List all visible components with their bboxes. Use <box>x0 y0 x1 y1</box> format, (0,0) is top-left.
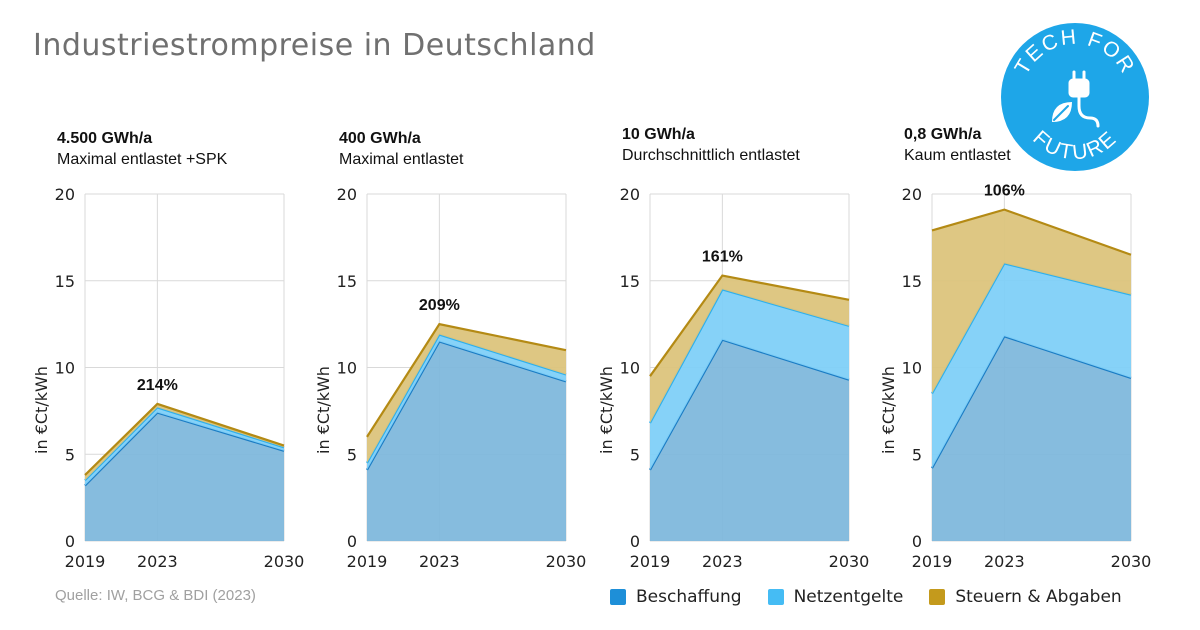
legend-swatch-beschaffung <box>610 589 626 605</box>
legend-item-steuern: Steuern & Abgaben <box>929 587 1122 607</box>
y-tick-label: 20 <box>620 185 640 204</box>
area-beschaffung <box>85 412 284 541</box>
y-axis-label: in €Ct/kWh <box>314 366 333 454</box>
y-tick-label: 20 <box>337 185 357 204</box>
y-tick-label: 10 <box>902 359 922 378</box>
x-tick-label: 2030 <box>829 552 870 571</box>
legend-label-netzentgelte: Netzentgelte <box>793 587 904 607</box>
x-tick-label: 2019 <box>65 552 106 571</box>
area-netzentgelte <box>932 263 1131 469</box>
legend-swatch-steuern <box>929 589 946 605</box>
panel-header: 400 GWh/a Maximal entlastet <box>339 128 464 170</box>
y-tick-label: 0 <box>912 532 922 551</box>
panel-header-value: 0,8 GWh/a <box>904 126 982 143</box>
annotation-label: 209% <box>419 297 460 314</box>
x-tick-label: 2023 <box>702 552 743 571</box>
y-tick-label: 20 <box>902 185 922 204</box>
x-tick-label: 2030 <box>546 552 587 571</box>
area-steuern-abgaben <box>932 209 1131 394</box>
y-tick-label: 15 <box>902 272 922 291</box>
panel-header-value: 10 GWh/a <box>622 126 695 143</box>
y-tick-label: 0 <box>347 532 357 551</box>
x-tick-label: 2030 <box>264 552 305 571</box>
line-steuern-abgaben <box>931 208 1132 256</box>
panel-header-value: 400 GWh/a <box>339 130 421 147</box>
y-tick-label: 15 <box>337 272 357 291</box>
y-tick-label: 15 <box>55 272 75 291</box>
area-beschaffung <box>367 341 566 541</box>
y-tick-label: 10 <box>337 359 357 378</box>
legend-item-netzentgelte: Netzentgelte <box>767 587 904 607</box>
y-axis-label: in €Ct/kWh <box>597 366 616 454</box>
x-tick-label: 2019 <box>347 552 388 571</box>
panel-header-value: 4.500 GWh/a <box>57 130 153 147</box>
y-tick-label: 15 <box>620 272 640 291</box>
source-note: Quelle: IW, BCG & BDI (2023) <box>55 587 256 604</box>
y-tick-label: 10 <box>620 359 640 378</box>
line-steuern-abgaben <box>649 274 850 377</box>
y-axis-label: in €Ct/kWh <box>32 366 51 454</box>
line-steuern-abgaben <box>84 402 285 476</box>
area-steuern-abgaben <box>650 275 849 424</box>
legend-label-steuern: Steuern & Abgaben <box>955 587 1122 607</box>
legend-item-beschaffung: Beschaffung <box>610 587 742 607</box>
area-beschaffung <box>650 339 849 541</box>
page-title: Industriestrompreise in Deutschland <box>33 28 596 63</box>
area-netzentgelte <box>650 289 849 470</box>
x-tick-label: 2019 <box>630 552 671 571</box>
tech-for-future-logo: TECH FOR FUTURE <box>1001 23 1149 171</box>
y-tick-label: 20 <box>55 185 75 204</box>
area-beschaffung <box>932 336 1131 541</box>
legend-swatch-netzentgelte <box>767 589 784 605</box>
line-steuern-abgaben <box>366 322 567 438</box>
panel-header: 4.500 GWh/a Maximal entlastet +SPK <box>57 128 227 170</box>
y-tick-label: 0 <box>630 532 640 551</box>
panel-header: 0,8 GWh/a Kaum entlastet <box>904 124 1011 166</box>
panel-header-label: Maximal entlastet +SPK <box>57 151 228 168</box>
y-tick-label: 0 <box>65 532 75 551</box>
y-tick-label: 5 <box>912 445 922 464</box>
panel-header-label: Kaum entlastet <box>904 147 1011 164</box>
legend-label-beschaffung: Beschaffung <box>636 587 742 607</box>
x-tick-label: 2030 <box>1111 552 1152 571</box>
annotation-label: 214% <box>137 377 178 394</box>
panel-header: 10 GWh/a Durchschnittlich entlastet <box>622 124 800 166</box>
y-tick-label: 10 <box>55 359 75 378</box>
x-tick-label: 2023 <box>137 552 178 571</box>
y-tick-label: 5 <box>630 445 640 464</box>
x-tick-label: 2023 <box>419 552 460 571</box>
legend: Beschaffung Netzentgelte Steuern & Abgab… <box>610 587 1122 607</box>
y-tick-label: 5 <box>65 445 75 464</box>
panel-header-label: Maximal entlastet <box>339 151 464 168</box>
y-tick-label: 5 <box>347 445 357 464</box>
x-tick-label: 2019 <box>912 552 953 571</box>
plug-leaf-icon <box>1052 70 1100 128</box>
annotation-label: 106% <box>984 183 1025 200</box>
annotation-label: 161% <box>702 249 743 266</box>
x-tick-label: 2023 <box>984 552 1025 571</box>
panel-header-label: Durchschnittlich entlastet <box>622 147 800 164</box>
y-axis-label: in €Ct/kWh <box>879 366 898 454</box>
